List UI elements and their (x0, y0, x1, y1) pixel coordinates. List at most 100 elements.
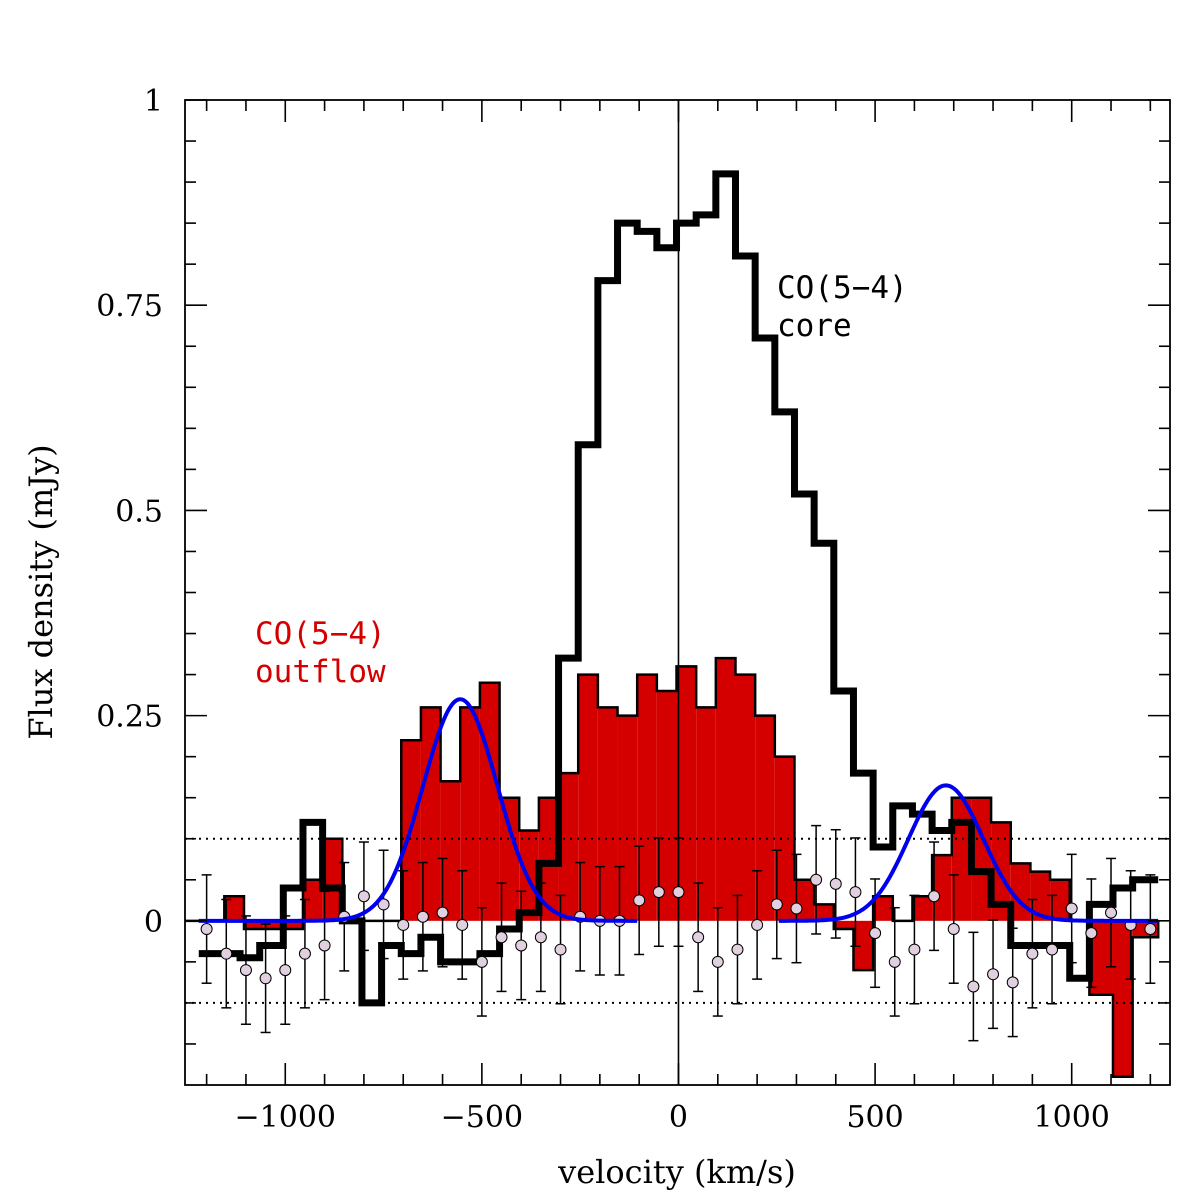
axes (184, 99, 1171, 1086)
outflow-bar (735, 674, 756, 921)
residual-point (810, 873, 823, 886)
residual-point (947, 923, 960, 936)
outflow-label-line: CO(5−4) (255, 616, 386, 652)
outflow-bar (499, 797, 520, 921)
outflow-label-line: outflow (255, 654, 386, 690)
outflow-bar (617, 715, 638, 921)
outflow-bar (302, 879, 323, 921)
residual-point (731, 943, 744, 956)
outflow-bar (912, 896, 933, 921)
outflow-bar (243, 920, 264, 930)
outflow-bar (932, 855, 952, 921)
x-tick-label: −500 (441, 1100, 523, 1135)
residual-point (849, 886, 862, 899)
gaussian-fits (198, 697, 1159, 923)
outflow-bar (951, 797, 972, 921)
residual-point (318, 939, 331, 952)
residual-point (987, 968, 1000, 981)
outflow-bar (558, 773, 579, 921)
x-tick-label: 1000 (1034, 1100, 1110, 1135)
residual-point (652, 886, 665, 899)
residual-point (751, 918, 764, 931)
y-tick-label: 0.5 (115, 494, 163, 529)
outflow-bar (479, 682, 500, 921)
residual-point (908, 943, 921, 956)
x-tick-label: −1000 (235, 1100, 336, 1135)
outflow-bar (637, 674, 657, 921)
outflow-bar (1112, 920, 1133, 1077)
outflow-bar (1089, 920, 1113, 995)
residual-point (829, 877, 842, 890)
outflow-bar (696, 707, 716, 921)
outflow-bar (755, 715, 775, 921)
outflow-bar (1030, 871, 1051, 921)
outflow-series (185, 656, 1160, 1079)
outflow-bar (774, 756, 795, 921)
residual-point (416, 910, 429, 923)
outflow-bar (578, 674, 598, 921)
gaussian-fit-blue-component (198, 697, 638, 923)
outflow-bar (794, 879, 815, 921)
outflow-bar (538, 797, 559, 921)
core-label-line: core (777, 308, 852, 344)
residual-point (1065, 902, 1078, 915)
x-tick-label: 0 (669, 1100, 688, 1135)
outflow-bar (460, 707, 480, 921)
residual-point (1026, 947, 1039, 960)
outflow-bar (322, 838, 343, 921)
outflow-bar (597, 707, 618, 921)
outflow-bar (420, 707, 441, 921)
residual-point (554, 943, 567, 956)
residual-point (495, 931, 508, 944)
residual-point (279, 964, 292, 977)
residual-point (1105, 906, 1118, 919)
outflow-bar (1050, 879, 1070, 921)
core-step-line (198, 170, 1159, 1007)
outflow-bar (873, 896, 893, 921)
residual-point (298, 947, 311, 960)
residual-point (397, 918, 410, 931)
residual-point (456, 918, 469, 931)
y-tick-label: 0.75 (96, 289, 163, 324)
y-axis-title: Flux density (mJy) (22, 444, 60, 739)
residual-point (711, 955, 724, 968)
tick-labels: −1000 −500 0 500 1000 0 0.25 0.5 0.75 1 (96, 84, 1110, 1135)
residual-point (220, 947, 233, 960)
outflow-bar (656, 691, 677, 921)
residual-point (377, 898, 390, 911)
residual-point (1085, 927, 1098, 940)
residual-point (770, 898, 783, 911)
residual-point (239, 964, 252, 977)
residual-point (515, 939, 528, 952)
residual-point (475, 955, 488, 968)
outflow-bar (283, 920, 303, 930)
residual-point (888, 955, 901, 968)
residual-point (790, 902, 803, 915)
residual-point (672, 886, 685, 899)
outflow-bar (224, 896, 244, 921)
y-tick-label: 0.25 (96, 700, 163, 735)
residual-point (1144, 923, 1157, 936)
outflow-bar (853, 920, 874, 971)
residual-point (259, 972, 272, 985)
outflow-bar (971, 797, 992, 921)
residual-point (869, 927, 882, 940)
residual-point (928, 890, 941, 903)
residual-point (436, 906, 449, 919)
outflow-bar (676, 666, 697, 921)
outflow-bar (440, 781, 461, 921)
outflow-bar (263, 920, 284, 930)
x-tick-label: 500 (846, 1100, 903, 1135)
residual-point (1006, 976, 1019, 989)
outflow-outline (185, 656, 1160, 1079)
residual-point (692, 931, 705, 944)
residual-point (967, 980, 980, 993)
y-tick-label: 1 (144, 84, 163, 119)
gaussian-fit-red-component (778, 783, 1159, 923)
residual-point (633, 894, 646, 907)
residual-point (1046, 943, 1059, 956)
residual-point (200, 923, 213, 936)
